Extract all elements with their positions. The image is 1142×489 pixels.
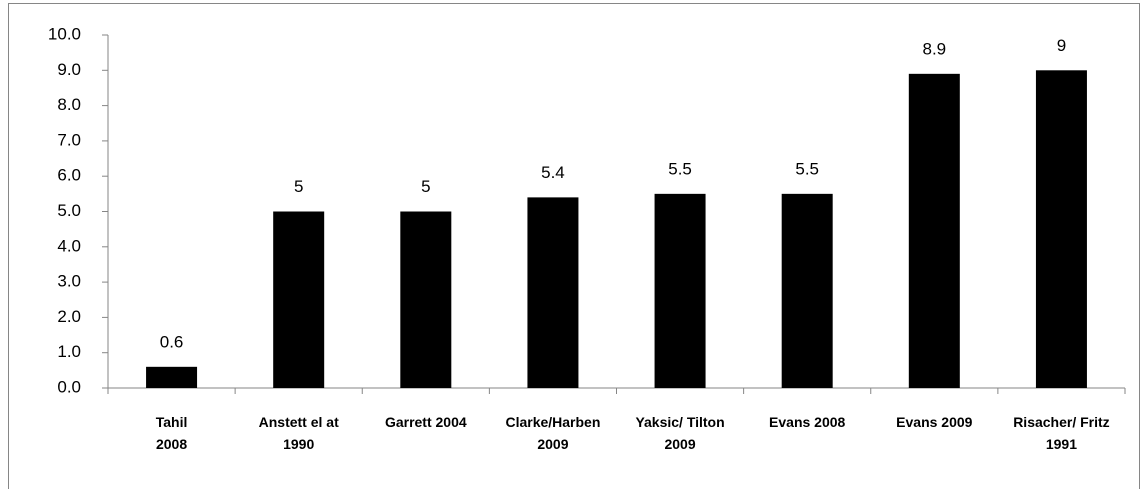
x-tick-label: Risacher/ Fritz 1991 — [1013, 414, 1109, 452]
y-tick-label: 5.0 — [57, 201, 81, 220]
y-tick-label: 9.0 — [57, 60, 81, 79]
bar — [1035, 70, 1087, 389]
y-tick-label: 10.0 — [48, 24, 81, 43]
data-label: 9 — [1057, 36, 1066, 55]
x-tick-label: Garrett 2004 — [385, 414, 467, 430]
bar — [400, 211, 452, 388]
y-tick-label: 8.0 — [57, 95, 81, 114]
bar — [273, 211, 325, 388]
bar — [654, 193, 706, 388]
bar — [781, 193, 833, 388]
y-tick-label: 3.0 — [57, 272, 81, 291]
bar — [146, 366, 198, 388]
data-label: 5.5 — [668, 159, 692, 178]
x-tick-label: Clarke/Harben 2009 — [505, 414, 600, 452]
y-tick-label: 4.0 — [57, 236, 81, 255]
data-label: 0.6 — [160, 332, 184, 351]
data-label: 5 — [294, 177, 303, 196]
bar — [908, 73, 960, 388]
y-tick-label: 1.0 — [57, 342, 81, 361]
data-label: 8.9 — [922, 39, 946, 58]
y-tick-label: 7.0 — [57, 130, 81, 149]
x-tick-label: Evans 2008 — [769, 414, 845, 430]
bar — [527, 197, 579, 388]
data-label: 5.5 — [795, 159, 819, 178]
y-tick-label: 0.0 — [57, 377, 81, 396]
data-label: 5 — [421, 177, 430, 196]
x-tick-label: Yaksic/ Tilton 2009 — [635, 414, 724, 452]
y-tick-label: 6.0 — [57, 166, 81, 185]
data-label: 5.4 — [541, 163, 565, 182]
x-tick-label: Anstett el at 1990 — [259, 414, 339, 452]
y-tick-label: 2.0 — [57, 307, 81, 326]
x-tick-label: Evans 2009 — [896, 414, 972, 430]
x-tick-label: Tahil 2008 — [156, 414, 188, 452]
